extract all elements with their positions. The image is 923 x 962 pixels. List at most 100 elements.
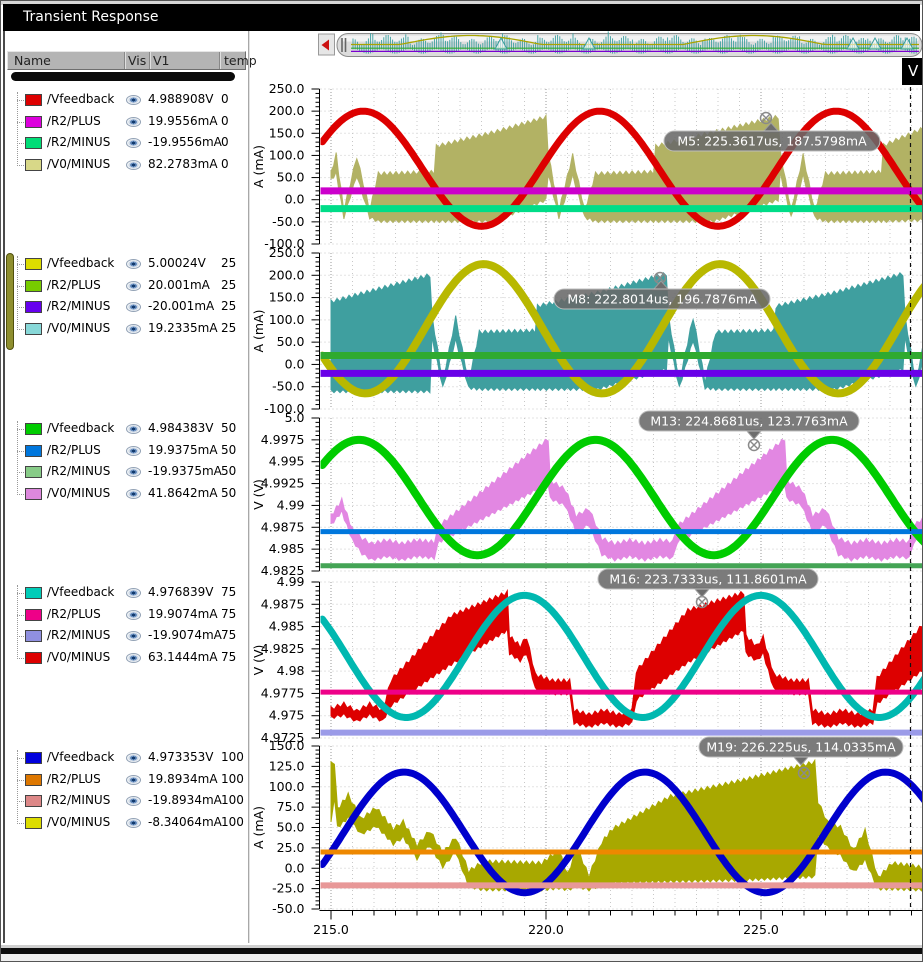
signal-row[interactable]: /V0/MINUS -8.34064mA 100 (5, 813, 248, 835)
signal-name[interactable]: /R2/MINUS (47, 464, 111, 479)
marker-label-pill[interactable] (553, 288, 771, 310)
signal-row[interactable]: /R2/PLUS 19.9375mA 50 (5, 441, 248, 463)
visibility-eye-icon[interactable] (126, 653, 141, 664)
sine-waveform-trace[interactable] (320, 107, 923, 230)
visibility-eye-icon[interactable] (126, 818, 141, 829)
signal-row[interactable]: /R2/PLUS 19.9556mA 0 (5, 112, 248, 134)
color-swatch[interactable] (25, 159, 42, 172)
switching-waveform-trace[interactable] (330, 438, 923, 562)
switching-waveform-trace[interactable] (330, 588, 923, 728)
column-header-name[interactable]: Name (14, 53, 51, 68)
visibility-eye-icon[interactable] (126, 95, 141, 105)
delta-marker[interactable]: M8: 222.8014us, 196.7876mA (553, 271, 771, 310)
color-swatch[interactable] (25, 817, 42, 830)
color-swatch[interactable] (25, 323, 42, 336)
overview-scrollbar[interactable] (318, 31, 923, 57)
delta-marker[interactable]: M5: 225.3617us, 187.5798mA (663, 111, 881, 152)
color-swatch[interactable] (25, 752, 42, 764)
signal-name[interactable]: /V0/MINUS (47, 157, 111, 172)
signal-name[interactable]: /Vfeedback (47, 750, 115, 764)
signal-name[interactable]: /R2/PLUS (47, 606, 101, 621)
color-swatch[interactable] (25, 466, 42, 479)
sine-waveform-trace[interactable] (320, 591, 923, 721)
visibility-eye-icon[interactable] (126, 467, 141, 478)
marker-label-pill[interactable] (638, 410, 860, 432)
marker-point-icon[interactable] (797, 766, 811, 780)
visibility-eye-icon[interactable] (126, 160, 141, 171)
signal-name[interactable]: /R2/MINUS (47, 135, 111, 150)
switching-waveform-trace[interactable] (330, 271, 923, 394)
signal-name[interactable]: /R2/PLUS (47, 442, 101, 457)
color-swatch[interactable] (25, 488, 42, 501)
signal-row[interactable]: /V0/MINUS 63.1444mA 75 (5, 648, 248, 670)
signal-name[interactable]: /V0/MINUS (47, 650, 111, 665)
signal-row[interactable]: /Vfeedback 5.00024V 25 (5, 254, 248, 276)
visibility-eye-icon[interactable] (126, 588, 141, 598)
color-swatch[interactable] (25, 258, 42, 270)
color-swatch[interactable] (25, 608, 42, 621)
signal-name[interactable]: /Vfeedback (47, 421, 115, 435)
signal-name[interactable]: /R2/PLUS (47, 113, 101, 128)
visibility-eye-icon[interactable] (126, 609, 141, 620)
group-highlight-bar[interactable] (6, 253, 14, 350)
marker-label-pill[interactable] (698, 736, 904, 758)
color-swatch[interactable] (25, 423, 42, 435)
signal-row[interactable]: /R2/PLUS 19.8934mA 100 (5, 770, 248, 792)
vertical-marker-flag[interactable]: V (902, 58, 922, 85)
signal-name[interactable]: /R2/MINUS (47, 299, 111, 314)
signal-row[interactable]: /V0/MINUS 19.2335mA 25 (5, 319, 248, 341)
color-swatch[interactable] (25, 301, 42, 314)
signal-name[interactable]: /V0/MINUS (47, 321, 111, 336)
sine-waveform-trace[interactable] (320, 435, 923, 560)
signal-row[interactable]: /R2/MINUS -19.9375mA 50 (5, 462, 248, 484)
signal-name[interactable]: /R2/MINUS (47, 628, 111, 643)
color-swatch[interactable] (25, 115, 42, 128)
signal-row[interactable]: /R2/MINUS -19.8934mA 100 (5, 791, 248, 813)
signal-row[interactable]: /R2/PLUS 19.9074mA 75 (5, 605, 248, 627)
column-header-vis[interactable]: Vis (128, 53, 147, 68)
signal-row[interactable]: /Vfeedback 4.973353V 100 (5, 748, 248, 770)
signal-row[interactable]: /R2/MINUS -19.9074mA 75 (5, 626, 248, 648)
panel-splitter[interactable] (248, 31, 250, 943)
marker-label-pill[interactable] (663, 130, 881, 152)
column-separator[interactable] (124, 52, 125, 69)
visibility-eye-icon[interactable] (126, 424, 141, 434)
color-swatch[interactable] (25, 137, 42, 150)
signal-name[interactable]: /R2/PLUS (47, 277, 101, 292)
signal-row[interactable]: /V0/MINUS 82.2783mA 0 (5, 155, 248, 177)
marker-point-icon[interactable] (759, 111, 773, 125)
color-swatch[interactable] (25, 773, 42, 786)
signal-row[interactable]: /Vfeedback 4.988908V 0 (5, 90, 248, 112)
signal-row[interactable]: /R2/MINUS -20.001mA 25 (5, 297, 248, 319)
signal-row[interactable]: /Vfeedback 4.984383V 50 (5, 419, 248, 441)
visibility-eye-icon[interactable] (126, 138, 141, 149)
color-swatch[interactable] (25, 630, 42, 643)
column-separator[interactable] (219, 52, 220, 69)
delta-marker[interactable]: M13: 224.8681us, 123.7763mA (638, 410, 860, 452)
color-swatch[interactable] (25, 444, 42, 457)
signal-name[interactable]: /Vfeedback (47, 92, 115, 106)
signal-row[interactable]: /V0/MINUS 41.8642mA 50 (5, 484, 248, 506)
visibility-eye-icon[interactable] (126, 445, 141, 456)
marker-label-pill[interactable] (597, 568, 819, 590)
delta-marker[interactable]: M16: 223.7333us, 111.8601mA (597, 568, 819, 609)
visibility-eye-icon[interactable] (126, 796, 141, 807)
signal-name[interactable]: /V0/MINUS (47, 815, 111, 830)
column-header-v1[interactable]: V1 (153, 53, 170, 68)
color-swatch[interactable] (25, 587, 42, 599)
visibility-eye-icon[interactable] (126, 774, 141, 785)
signal-name[interactable]: /R2/MINUS (47, 793, 111, 808)
color-swatch[interactable] (25, 94, 42, 106)
visibility-eye-icon[interactable] (126, 259, 141, 269)
collapsed-group-bar[interactable] (11, 72, 235, 81)
color-swatch[interactable] (25, 279, 42, 292)
signal-name[interactable]: /V0/MINUS (47, 486, 111, 501)
delta-marker[interactable]: M19: 226.225us, 114.0335mA (698, 736, 904, 780)
signal-row[interactable]: /R2/MINUS -19.9556mA 0 (5, 133, 248, 155)
scroll-left-arrow-icon[interactable] (321, 39, 330, 51)
visibility-eye-icon[interactable] (126, 489, 141, 500)
sine-waveform-trace[interactable] (320, 260, 923, 398)
signal-row[interactable]: /R2/PLUS 20.001mA 25 (5, 276, 248, 298)
column-separator[interactable] (149, 52, 150, 69)
color-swatch[interactable] (25, 795, 42, 808)
